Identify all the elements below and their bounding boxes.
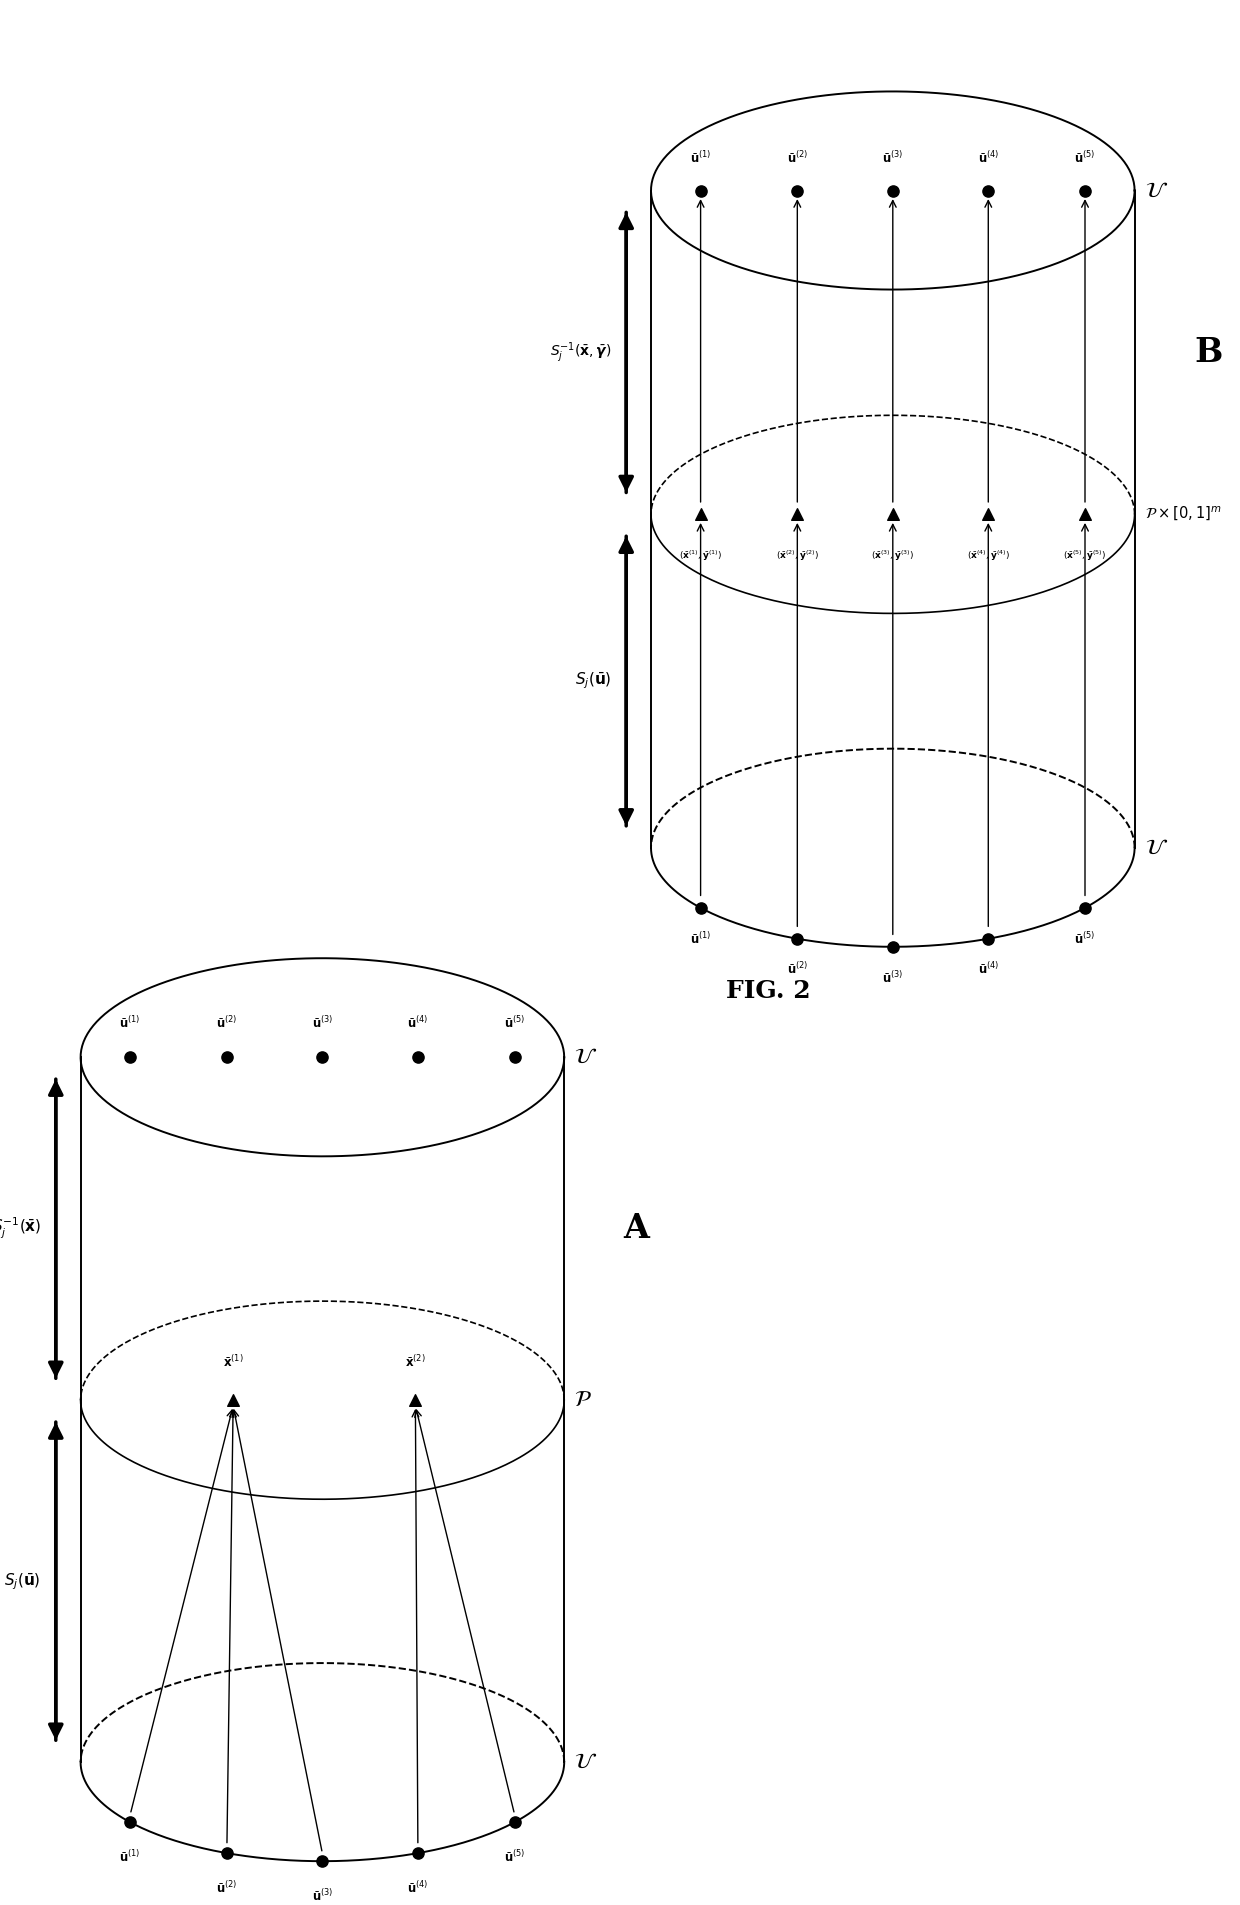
Point [217,1042,237,1073]
Text: FIG. 2: FIG. 2 [727,979,811,1002]
Point [1075,175,1095,206]
Point [505,1808,525,1838]
Point [691,893,711,924]
Point [223,1385,243,1415]
Point [217,1838,237,1869]
Text: $\bar{\mathbf{u}}^{(5)}$: $\bar{\mathbf{u}}^{(5)}$ [503,1850,526,1865]
Text: $(\bar{\mathbf{x}}^{(2)},\bar{\mathbf{y}}^{(2)})$: $(\bar{\mathbf{x}}^{(2)},\bar{\mathbf{y}… [776,549,818,564]
Point [408,1838,428,1869]
Text: $\mathcal{U}$: $\mathcal{U}$ [1145,179,1168,202]
Text: $\bar{\mathbf{u}}^{(5)}$: $\bar{\mathbf{u}}^{(5)}$ [1074,150,1096,166]
Text: $(\bar{\mathbf{x}}^{(4)},\bar{\mathbf{y}}^{(4)})$: $(\bar{\mathbf{x}}^{(4)},\bar{\mathbf{y}… [967,549,1009,564]
Text: $S_j^{-1}(\bar{\mathbf{x}},\bar{\boldsymbol{\gamma}})$: $S_j^{-1}(\bar{\mathbf{x}},\bar{\boldsym… [549,341,611,364]
Text: B: B [1194,335,1223,370]
Point [883,175,903,206]
Point [505,1042,525,1073]
Point [978,924,998,954]
Point [787,175,807,206]
Text: $\bar{\mathbf{u}}^{(4)}$: $\bar{\mathbf{u}}^{(4)}$ [407,1015,429,1031]
Text: $(\bar{\mathbf{x}}^{(3)},\bar{\mathbf{y}}^{(3)})$: $(\bar{\mathbf{x}}^{(3)},\bar{\mathbf{y}… [872,549,914,564]
Text: $\mathcal{U}$: $\mathcal{U}$ [1145,836,1168,859]
Text: $\mathcal{U}$: $\mathcal{U}$ [574,1751,598,1774]
Text: $\bar{\mathbf{u}}^{(3)}$: $\bar{\mathbf{u}}^{(3)}$ [311,1015,334,1031]
Text: $\bar{\mathbf{u}}^{(2)}$: $\bar{\mathbf{u}}^{(2)}$ [216,1880,238,1895]
Text: $\bar{\mathbf{u}}^{(2)}$: $\bar{\mathbf{u}}^{(2)}$ [786,962,808,977]
Point [787,924,807,954]
Text: $S_j(\bar{\mathbf{u}})$: $S_j(\bar{\mathbf{u}})$ [5,1572,41,1591]
Text: $\mathcal{U}$: $\mathcal{U}$ [574,1046,598,1069]
Text: $\bar{\mathbf{u}}^{(1)}$: $\bar{\mathbf{u}}^{(1)}$ [119,1850,141,1865]
Text: $\mathcal{P} \times [0,1]^m$: $\mathcal{P} \times [0,1]^m$ [1145,505,1221,524]
Text: $\mathcal{P}$: $\mathcal{P}$ [574,1389,591,1412]
Point [978,499,998,530]
Text: $\bar{\mathbf{u}}^{(5)}$: $\bar{\mathbf{u}}^{(5)}$ [503,1015,526,1031]
Text: $\bar{\mathbf{u}}^{(3)}$: $\bar{\mathbf{u}}^{(3)}$ [882,150,904,166]
Point [691,499,711,530]
Point [312,1042,332,1073]
Point [312,1846,332,1876]
Text: $\bar{\mathbf{u}}^{(3)}$: $\bar{\mathbf{u}}^{(3)}$ [882,970,904,985]
Text: A: A [624,1212,650,1246]
Text: $\bar{\mathbf{u}}^{(3)}$: $\bar{\mathbf{u}}^{(3)}$ [311,1888,334,1903]
Text: $\bar{\mathbf{u}}^{(4)}$: $\bar{\mathbf{u}}^{(4)}$ [977,962,999,977]
Text: $\bar{\mathbf{u}}^{(2)}$: $\bar{\mathbf{u}}^{(2)}$ [786,150,808,166]
Point [408,1042,428,1073]
Point [1075,499,1095,530]
Text: $(\bar{\mathbf{x}}^{(1)},\bar{\mathbf{y}}^{(1)})$: $(\bar{\mathbf{x}}^{(1)},\bar{\mathbf{y}… [680,549,722,564]
Text: $\bar{\mathbf{u}}^{(5)}$: $\bar{\mathbf{u}}^{(5)}$ [1074,932,1096,947]
Text: $\bar{\mathbf{u}}^{(4)}$: $\bar{\mathbf{u}}^{(4)}$ [977,150,999,166]
Point [978,175,998,206]
Text: $\bar{\mathbf{u}}^{(4)}$: $\bar{\mathbf{u}}^{(4)}$ [407,1880,429,1895]
Text: $\bar{\mathbf{x}}^{(2)}$: $\bar{\mathbf{x}}^{(2)}$ [405,1354,425,1370]
Point [1075,893,1095,924]
Point [120,1808,140,1838]
Text: $S_j(\bar{\mathbf{u}})$: $S_j(\bar{\mathbf{u}})$ [575,671,611,692]
Text: $(\bar{\mathbf{x}}^{(5)},\bar{\mathbf{y}}^{(5)})$: $(\bar{\mathbf{x}}^{(5)},\bar{\mathbf{y}… [1064,549,1106,564]
Text: $\bar{\mathbf{u}}^{(1)}$: $\bar{\mathbf{u}}^{(1)}$ [689,150,712,166]
Point [883,499,903,530]
Point [691,175,711,206]
Text: $\bar{\mathbf{u}}^{(2)}$: $\bar{\mathbf{u}}^{(2)}$ [216,1015,238,1031]
Text: $\bar{\mathbf{x}}^{(1)}$: $\bar{\mathbf{x}}^{(1)}$ [223,1354,243,1370]
Point [883,932,903,962]
Point [405,1385,425,1415]
Text: $S_j^{-1}(\bar{\mathbf{x}})$: $S_j^{-1}(\bar{\mathbf{x}})$ [0,1215,41,1242]
Point [787,499,807,530]
Text: $\bar{\mathbf{u}}^{(1)}$: $\bar{\mathbf{u}}^{(1)}$ [119,1015,141,1031]
Point [120,1042,140,1073]
Text: $\bar{\mathbf{u}}^{(1)}$: $\bar{\mathbf{u}}^{(1)}$ [689,932,712,947]
